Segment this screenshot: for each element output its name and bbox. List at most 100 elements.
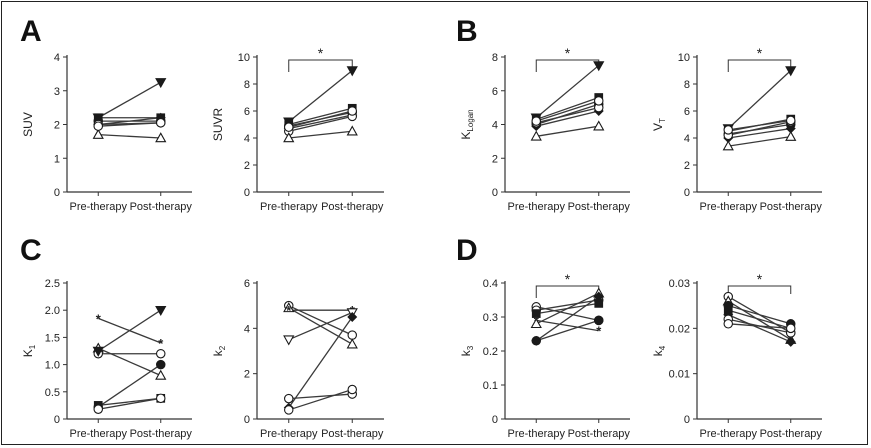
y-tick-label: 2 (54, 120, 60, 132)
x-tick-label: Pre-therapy (700, 201, 758, 213)
series-line-4 (535, 292, 600, 325)
data-point-7-pre (531, 116, 541, 126)
panel-letter-d: D (456, 234, 478, 267)
panel-letter-a: A (20, 15, 42, 48)
data-point-7-pre (723, 125, 733, 135)
x-tick-label: Post-therapy (321, 428, 384, 440)
series-line-2 (536, 299, 599, 311)
data-point-6-post (785, 130, 797, 141)
series-line-6 (728, 136, 791, 147)
series-line-4 (728, 309, 791, 329)
y-tick-label: 0.1 (483, 380, 498, 392)
y-tick-label: 3 (54, 86, 60, 98)
series-line-6 (288, 316, 353, 409)
y-tick-label: 0 (54, 414, 60, 426)
data-point-7-pre (93, 404, 104, 414)
data-point-7-pre (93, 121, 104, 131)
data-point-1-post: * (158, 336, 164, 351)
chart-3: 0 2 4 6 8 Pre-therapy Post-therapy KLogan * (459, 45, 630, 213)
data-point-7-post (347, 106, 357, 116)
x-tick-label: Post-therapy (760, 201, 823, 213)
data-point-5-post: * (596, 324, 602, 339)
x-tick-label: Pre-therapy (260, 428, 318, 440)
series-line-3 (536, 103, 599, 126)
series-line-6 (536, 125, 599, 137)
series-line-4 (97, 309, 162, 352)
panel-letter-b: B (456, 15, 478, 48)
data-point-7-pre (283, 122, 294, 132)
data-point-2-post (155, 369, 167, 380)
data-point-6-post (593, 120, 605, 131)
y-tick-label: 0 (684, 187, 690, 199)
series-line-7 (536, 319, 599, 342)
series-line-2 (536, 96, 599, 121)
series-line-2 (727, 300, 792, 341)
series-line-5 (288, 115, 353, 132)
y-axis-label: k2 (211, 345, 227, 356)
y-tick-label: 4 (684, 133, 690, 145)
x-tick-label: Post-therapy (321, 201, 384, 213)
y-tick-label: 0 (54, 187, 60, 199)
data-point-3-pre: * (286, 303, 292, 318)
significance-marker: * (318, 45, 324, 61)
data-point-6-post (347, 312, 358, 322)
data-point-5-pre (283, 393, 294, 404)
x-tick-label: Pre-therapy (260, 201, 318, 213)
data-point-5-post (156, 359, 166, 370)
y-tick-label: 0 (492, 187, 498, 199)
y-tick-label: 6 (492, 86, 498, 98)
series-line-7 (288, 110, 353, 128)
series-line-1 (97, 81, 162, 119)
data-point-7-pre (531, 336, 541, 346)
data-point-2-post (346, 338, 358, 349)
data-point-6-pre (530, 130, 542, 141)
data-point-6-pre (92, 128, 104, 139)
y-tick-label: 6 (684, 106, 690, 118)
y-tick-label: 4 (54, 52, 60, 64)
series-line-4 (288, 311, 353, 341)
y-axis-label: KLogan (459, 109, 475, 139)
y-tick-label: 0.4 (483, 278, 498, 290)
data-point-4-pre (530, 317, 542, 329)
data-point-5-pre: * (534, 313, 540, 328)
series-line-6 (535, 296, 600, 342)
data-point-6-pre (283, 132, 295, 143)
y-tick-label: 0.01 (669, 369, 690, 381)
chart-1: 0 1 2 3 4 Pre-therapy Post-therapy SUV (21, 52, 192, 213)
y-tick-label: 2.0 (45, 305, 60, 317)
series-line-7 (98, 397, 161, 410)
y-tick-label: 6 (244, 106, 250, 118)
x-tick-label: Post-therapy (760, 428, 823, 440)
data-point-6-post (593, 291, 604, 302)
y-tick-label: 4 (492, 120, 498, 132)
series-line-6 (98, 133, 161, 139)
data-point-2-pre (283, 302, 295, 313)
y-tick-label: 2 (684, 160, 690, 172)
y-tick-label: 8 (492, 52, 498, 64)
data-point-1-post (593, 61, 605, 72)
series-line-4 (728, 127, 791, 139)
data-point-3-pre (531, 309, 541, 318)
chart-8: 0 0.01 0.02 0.03 Pre-therapy Post-therapy k4 * (651, 271, 822, 440)
significance-bracket (727, 285, 792, 298)
series-line-6 (288, 130, 353, 139)
y-tick-label: 2 (244, 160, 250, 172)
series-line-4 (98, 117, 161, 126)
y-axis-label: k3 (459, 345, 475, 356)
data-point-1-post (155, 78, 167, 89)
x-tick-label: Post-therapy (568, 428, 631, 440)
data-point-7-pre (283, 405, 294, 415)
data-point-7-post (785, 323, 796, 334)
data-point-7-post (347, 384, 357, 395)
x-tick-label: Post-therapy (568, 201, 631, 213)
data-point-1-post (785, 66, 797, 77)
y-tick-label: 0.02 (669, 323, 690, 335)
x-tick-label: Pre-therapy (700, 428, 758, 440)
x-tick-label: Post-therapy (130, 201, 193, 213)
significance-bracket (288, 59, 353, 72)
series-line-5 (727, 314, 792, 343)
significance-marker: * (757, 271, 763, 287)
